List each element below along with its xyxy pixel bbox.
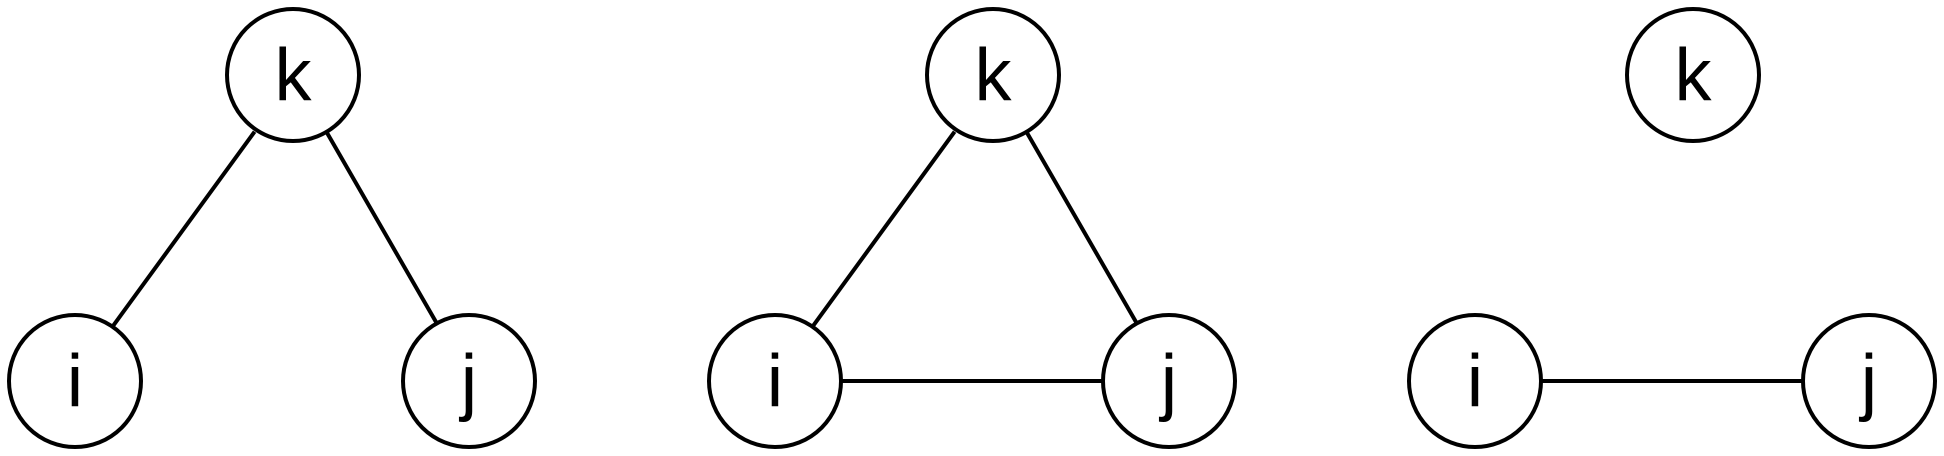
- graph-3: k i j: [1407, 7, 1937, 449]
- node-k-label: k: [275, 34, 313, 117]
- node-j-label: j: [1159, 340, 1177, 423]
- node-j-circle: [1801, 313, 1937, 449]
- node-i-circle: [7, 313, 143, 449]
- graph-1: k i j: [7, 7, 537, 449]
- node-k-circle: [225, 7, 361, 143]
- node-k-circle: [925, 7, 1061, 143]
- node-j-label: j: [459, 340, 477, 423]
- edge-k-i: [110, 130, 257, 328]
- node-k-label: k: [975, 34, 1013, 117]
- node-i-label: i: [1467, 340, 1483, 423]
- graph-2: k i j: [707, 7, 1237, 449]
- node-k: k: [925, 7, 1061, 143]
- node-j: j: [401, 313, 537, 449]
- node-j: j: [1801, 313, 1937, 449]
- node-j-circle: [401, 313, 537, 449]
- node-j-circle: [1101, 313, 1237, 449]
- node-i: i: [1407, 313, 1543, 449]
- node-i: i: [7, 313, 143, 449]
- node-i-circle: [707, 313, 843, 449]
- node-k: k: [225, 7, 361, 143]
- node-k: k: [1625, 7, 1761, 143]
- node-i: i: [707, 313, 843, 449]
- node-i-label: i: [67, 340, 83, 423]
- edge-k-i: [810, 130, 957, 328]
- edge-k-j: [1024, 130, 1140, 326]
- node-j-label: j: [1859, 340, 1877, 423]
- node-k-circle: [1625, 7, 1761, 143]
- edge-k-j: [324, 130, 440, 326]
- node-i-circle: [1407, 313, 1543, 449]
- node-j: j: [1101, 313, 1237, 449]
- node-i-label: i: [767, 340, 783, 423]
- node-k-label: k: [1675, 34, 1713, 117]
